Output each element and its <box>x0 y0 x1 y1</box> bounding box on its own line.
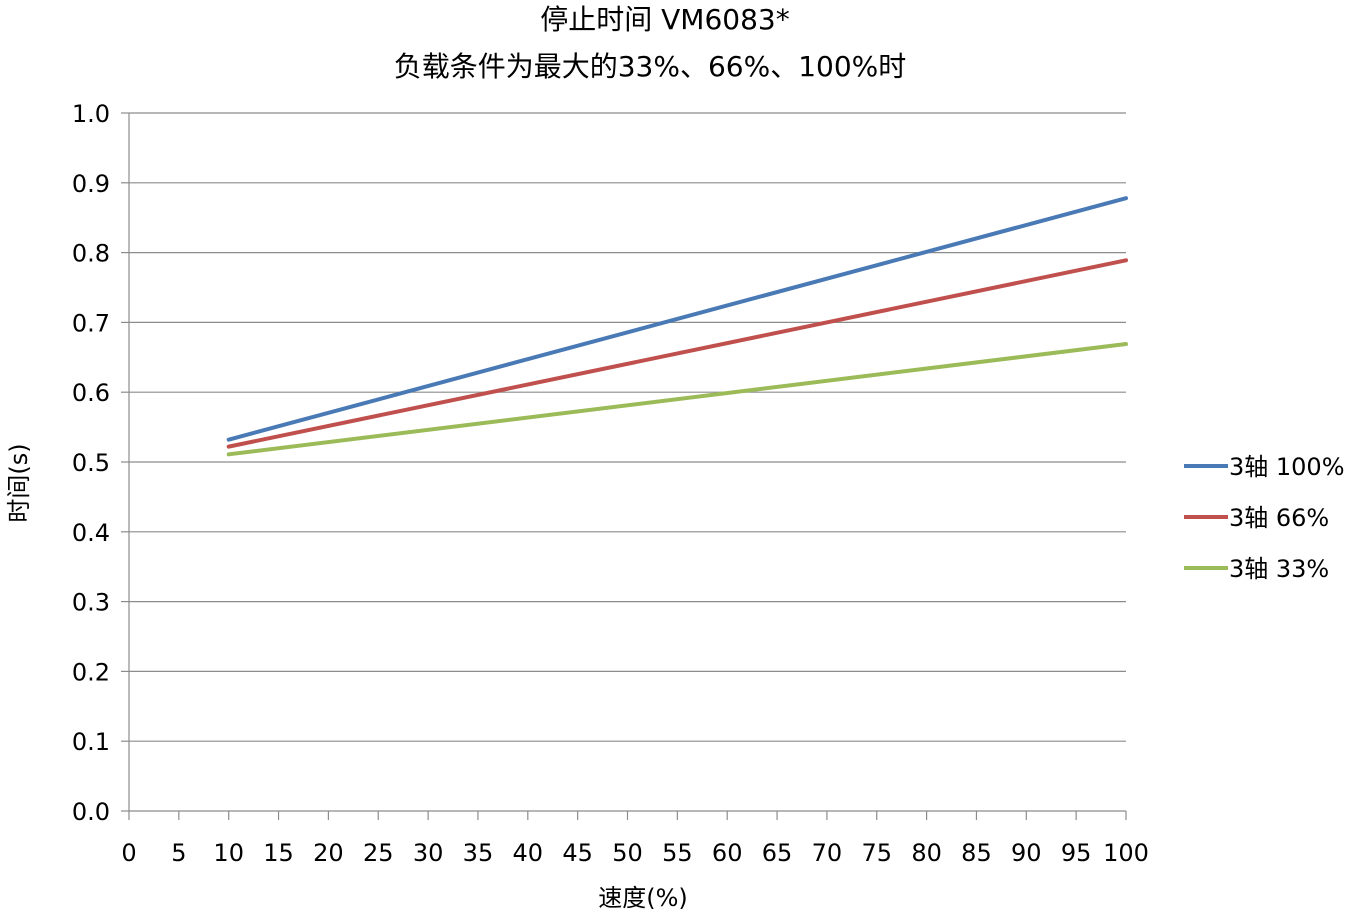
x-tick-label: 20 <box>313 839 344 867</box>
x-tick-label: 35 <box>463 839 494 867</box>
y-tick-label: 0.1 <box>72 728 110 756</box>
series-line-0 <box>226 196 1128 442</box>
x-tick-label: 5 <box>171 839 186 867</box>
y-tick-label: 0.4 <box>72 519 110 547</box>
legend: 3轴 100% 3轴 66% 3轴 33% <box>1184 453 1345 583</box>
x-axis-title: 速度(%) <box>598 884 688 912</box>
y-tick-label: 0.6 <box>72 379 110 407</box>
x-tick-label: 100 <box>1103 839 1149 867</box>
y-tick-labels: 0.0 0.1 0.2 0.3 0.4 0.5 0.6 0.7 0.8 0.9 1.0 <box>72 100 110 826</box>
y-tick-label: 0.2 <box>72 658 110 686</box>
y-tick-label: 0.7 <box>72 309 110 337</box>
series-line-1 <box>226 258 1128 449</box>
chart-subtitle: 负载条件为最大的33%、66%、100%时 <box>394 50 907 83</box>
x-tick-label: 90 <box>1011 839 1042 867</box>
y-tick-label: 0.9 <box>72 170 110 198</box>
x-tick-label: 60 <box>712 839 743 867</box>
series-line-2 <box>226 342 1128 457</box>
x-tick-label: 65 <box>762 839 793 867</box>
x-tick-label: 40 <box>513 839 544 867</box>
x-tick-label: 45 <box>562 839 593 867</box>
y-tick-label: 0.0 <box>72 798 110 826</box>
legend-label-0: 3轴 100% <box>1229 453 1345 481</box>
x-tick-label: 75 <box>861 839 892 867</box>
x-tick-label: 50 <box>612 839 643 867</box>
x-tick-label: 70 <box>812 839 843 867</box>
x-tick-label: 80 <box>911 839 942 867</box>
legend-label-2: 3轴 33% <box>1229 555 1329 583</box>
chart-title: 停止时间 VM6083* <box>540 3 789 36</box>
x-tick-label: 95 <box>1061 839 1092 867</box>
y-axis-title: 时间(s) <box>5 443 33 522</box>
x-tick-label: 0 <box>121 839 136 867</box>
axes <box>121 112 1127 820</box>
x-tick-label: 30 <box>413 839 444 867</box>
grid-lines <box>129 112 1126 742</box>
series-lines <box>226 196 1128 457</box>
y-tick-label: 0.5 <box>72 449 110 477</box>
x-tick-label: 10 <box>213 839 244 867</box>
y-tick-label: 0.3 <box>72 589 110 617</box>
x-tick-label: 25 <box>363 839 394 867</box>
x-tick-labels: 0 5 10 15 20 25 30 35 40 45 50 55 60 65 70 75 80 85 90 95 10… <box>121 839 1149 867</box>
x-tick-label: 85 <box>961 839 992 867</box>
y-tick-label: 1.0 <box>72 100 110 128</box>
legend-label-1: 3轴 66% <box>1229 504 1329 532</box>
x-tick-label: 15 <box>263 839 294 867</box>
y-tick-label: 0.8 <box>72 240 110 268</box>
x-tick-label: 55 <box>662 839 693 867</box>
